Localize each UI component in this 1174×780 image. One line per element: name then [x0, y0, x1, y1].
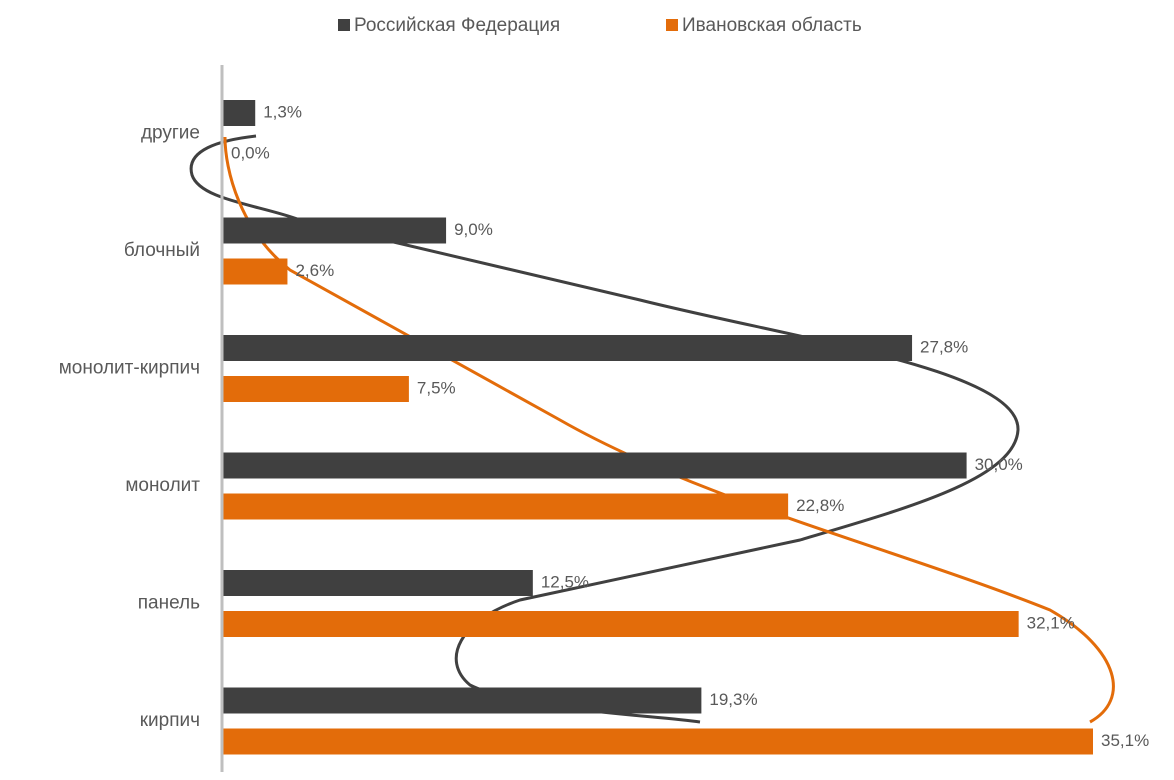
value-label: 27,8%: [920, 337, 968, 356]
bar: [223, 100, 255, 126]
bar: [223, 218, 446, 244]
value-label: 35,1%: [1101, 731, 1149, 750]
value-label: 7,5%: [417, 378, 456, 397]
value-label: 19,3%: [709, 690, 757, 709]
bar: [223, 494, 788, 520]
category-label: блочный: [124, 240, 200, 261]
value-label: 22,8%: [796, 496, 844, 515]
category-label: монолит: [125, 475, 200, 496]
value-label: 32,1%: [1027, 613, 1075, 632]
legend-label: Российская Федерация: [354, 15, 560, 36]
legend-swatch: [666, 19, 678, 31]
bar: [223, 570, 533, 596]
bar: [223, 453, 967, 479]
legend-label: Ивановская область: [682, 15, 862, 36]
value-label: 12,5%: [541, 572, 589, 591]
bar: [223, 688, 701, 714]
value-label: 9,0%: [454, 220, 493, 239]
bar: [223, 335, 912, 361]
category-label: монолит-кирпич: [59, 358, 200, 379]
legend-swatch: [338, 19, 350, 31]
value-label: 2,6%: [295, 261, 334, 280]
category-label: панель: [138, 593, 200, 614]
bar: [223, 259, 287, 285]
bar: [223, 611, 1019, 637]
category-label: кирпич: [140, 710, 200, 731]
value-label: 1,3%: [263, 102, 302, 121]
value-label: 30,0%: [975, 455, 1023, 474]
chart: Российская Федерация Ивановская область др…: [0, 0, 1174, 775]
value-label: 0,0%: [231, 143, 270, 162]
category-label: другие: [141, 123, 200, 144]
bar: [223, 376, 409, 402]
bar: [223, 729, 1093, 755]
